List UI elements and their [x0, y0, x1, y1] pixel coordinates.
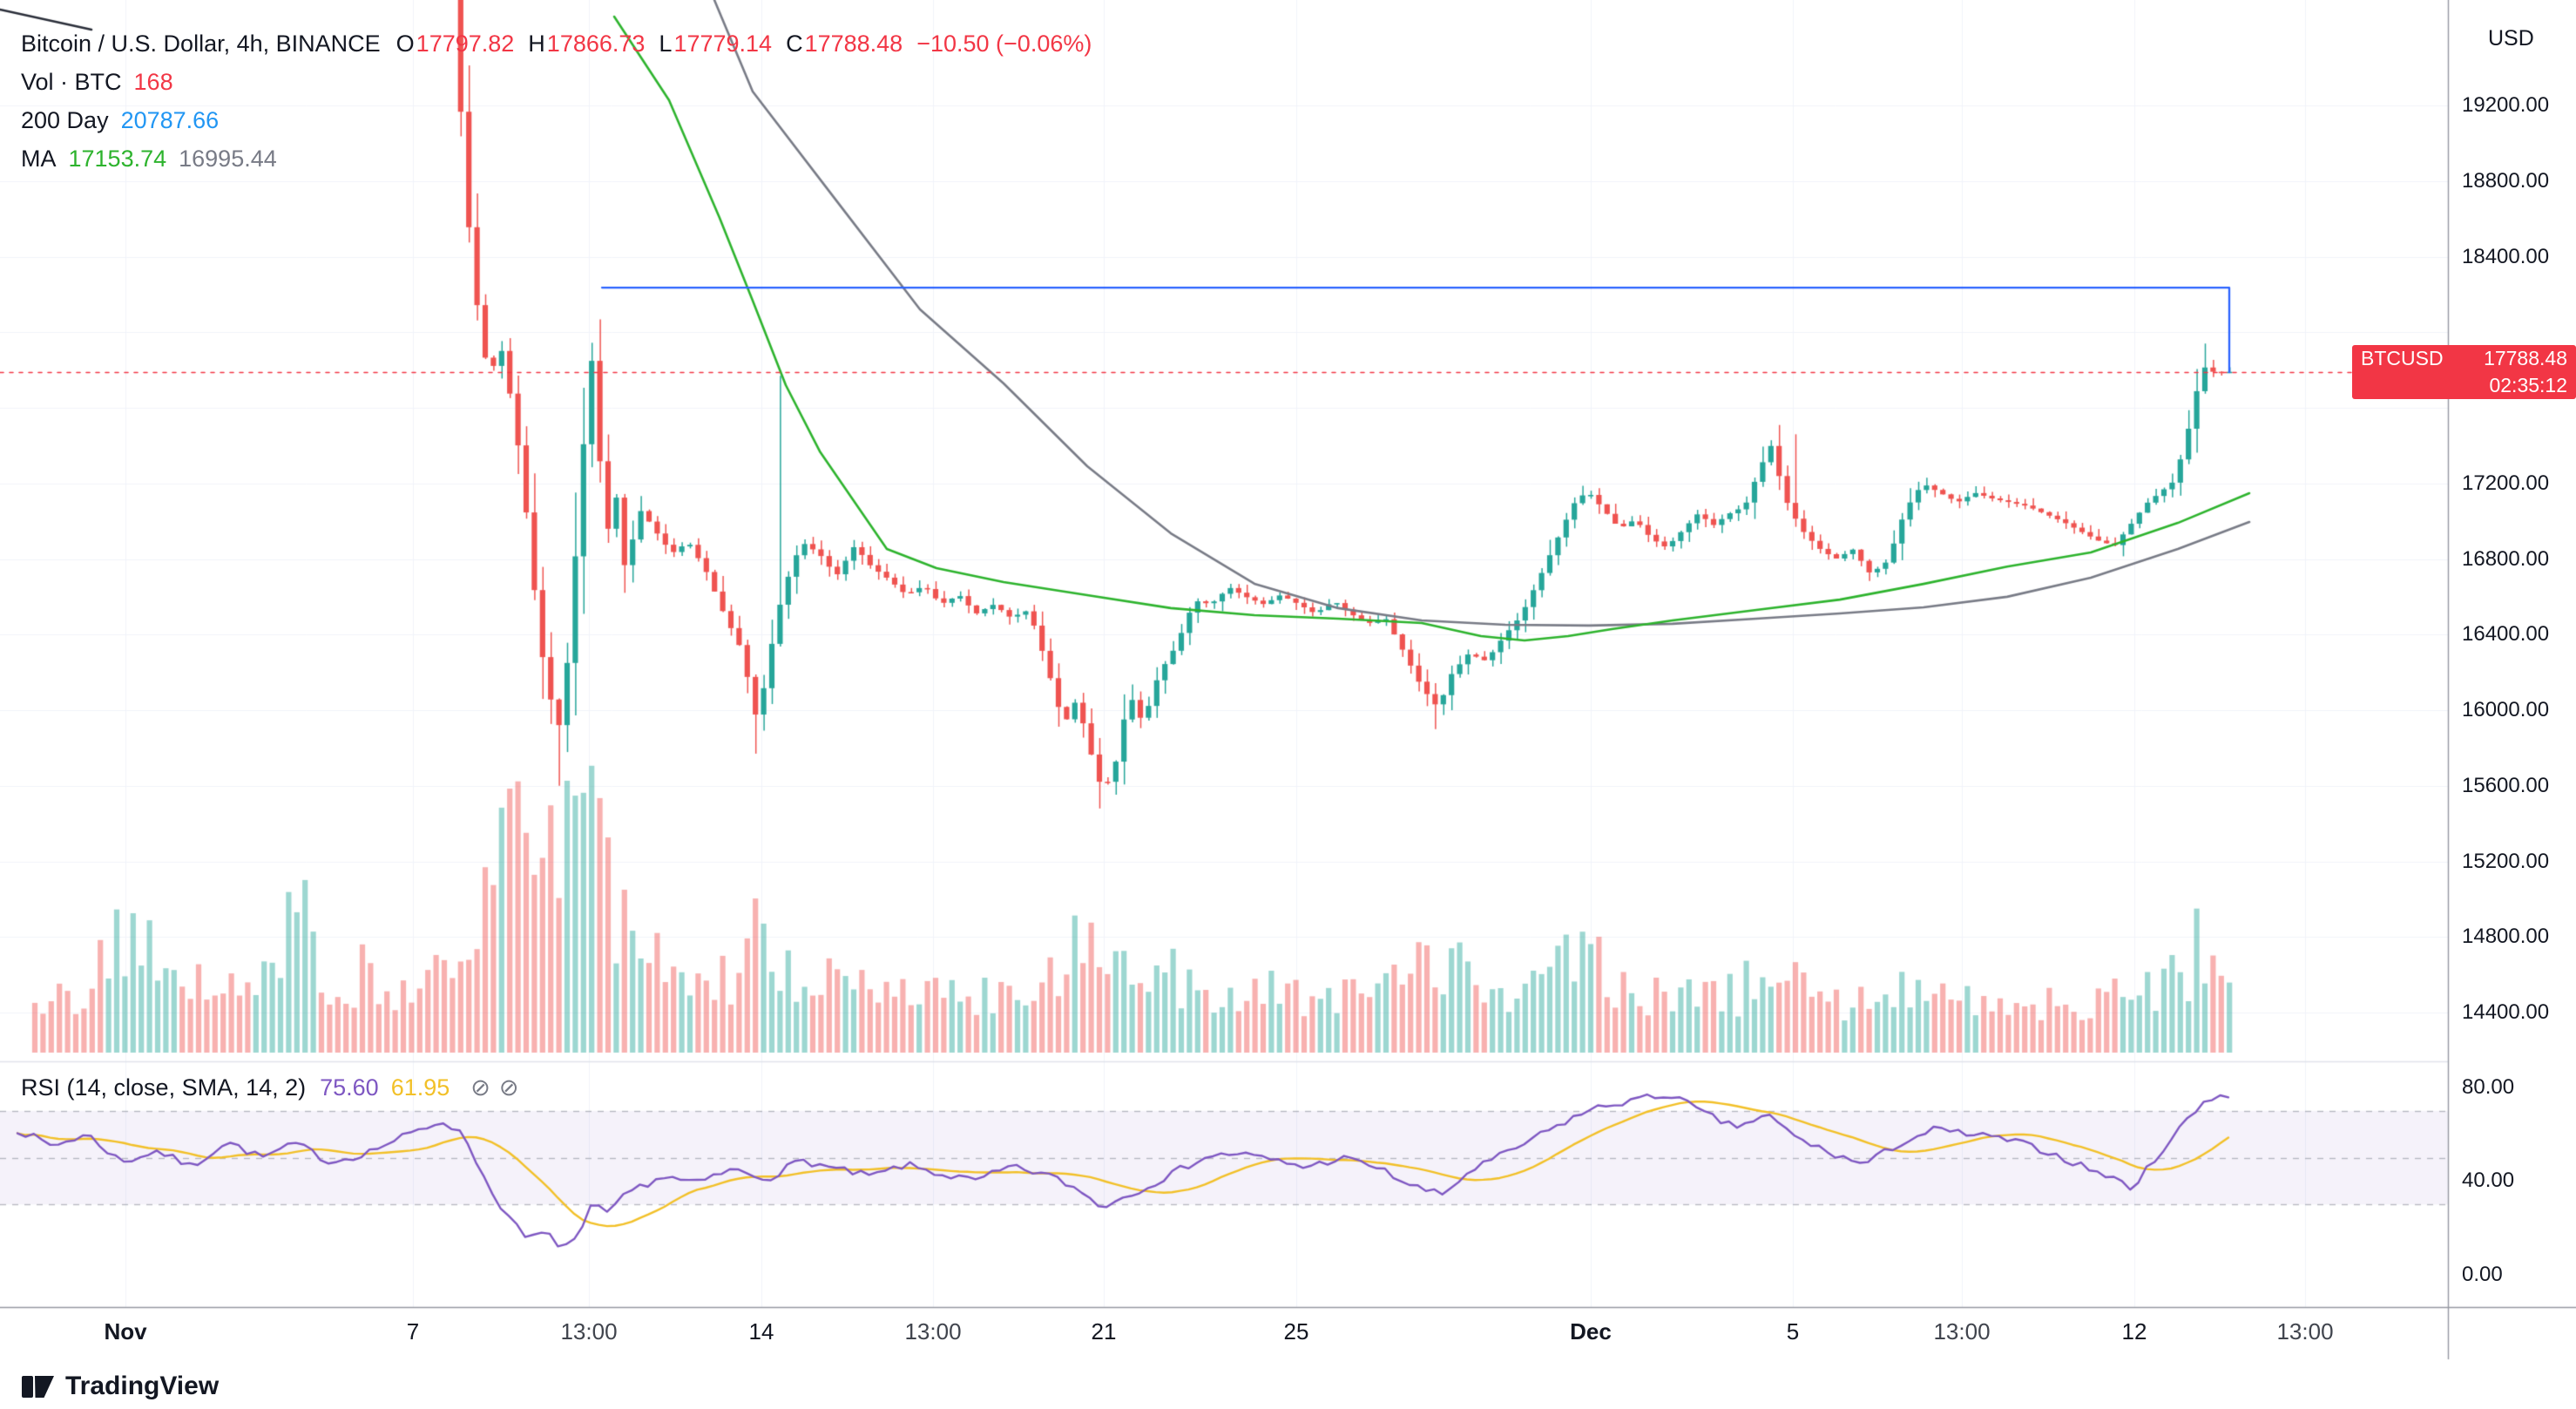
ohlc-close-value: 17788.48 — [804, 30, 903, 57]
time-axis-label: 12 — [2121, 1318, 2147, 1345]
time-axis-label: 13:00 — [904, 1318, 962, 1345]
time-axis-label: Nov — [104, 1318, 147, 1345]
rsi-legend-row[interactable]: RSI (14, close, SMA, 14, 2) 75.60 61.95 … — [21, 1068, 519, 1107]
time-axis-label: 25 — [1283, 1318, 1309, 1345]
change-value: −10.50 (−0.06%) — [916, 30, 1092, 57]
chart-legend: Bitcoin / U.S. Dollar, 4h, BINANCE O1779… — [21, 24, 1092, 178]
ma-label: MA — [21, 145, 57, 172]
bar-countdown: 02:35:12 — [2489, 374, 2567, 396]
time-axis-label: 5 — [1786, 1318, 1800, 1345]
ohlc-high: H17866.73 — [528, 30, 645, 58]
time-axis-label: 13:00 — [2276, 1318, 2334, 1345]
time-axis[interactable]: Nov 7 13:00 14 13:00 21 25 Dec 5 13:00 12 13:00 — [0, 1308, 2448, 1358]
time-axis-label: 13:00 — [560, 1318, 618, 1345]
volume-label: Vol · BTC — [21, 68, 122, 95]
tradingview-logo[interactable]: TradingView — [21, 1372, 219, 1401]
last-price-value: 17788.48 — [2484, 347, 2567, 369]
ohlc-close: C17788.48 — [786, 30, 903, 58]
time-axis-label: 21 — [1091, 1318, 1117, 1345]
no-data-icon[interactable]: ⊘ — [498, 1074, 519, 1101]
tradingview-wordmark: TradingView — [65, 1372, 220, 1400]
time-axis-label: 7 — [406, 1318, 420, 1345]
ohlc-high-label: H — [528, 30, 545, 57]
rsi-value: 75.60 — [320, 1074, 379, 1101]
symbol-title[interactable]: Bitcoin / U.S. Dollar, 4h, BINANCE — [21, 30, 381, 57]
ohlc-open: O17797.82 — [396, 30, 515, 58]
volume-legend-row[interactable]: Vol · BTC 168 — [21, 63, 1092, 101]
rsi-title: RSI (14, close, SMA, 14, 2) — [21, 1074, 307, 1101]
ohlc-low-label: L — [659, 30, 673, 57]
last-price-label: BTCUSD 17788.48 02:35:12 — [2352, 345, 2576, 399]
time-axis-label: 14 — [748, 1318, 774, 1345]
ohlc-low-value: 17779.14 — [673, 30, 773, 57]
no-data-icon[interactable]: ⊘ — [470, 1074, 490, 1101]
ma200-legend-row[interactable]: 200 Day 20787.66 — [21, 101, 1092, 139]
ma200-label: 200 Day — [21, 106, 109, 133]
ohlc-open-label: O — [396, 30, 415, 57]
ohlc-high-value: 17866.73 — [546, 30, 646, 57]
time-axis-label: 13:00 — [1933, 1318, 1991, 1345]
ohlc-low: L17779.14 — [659, 30, 772, 58]
volume-value: 168 — [133, 68, 173, 95]
last-price-symbol: BTCUSD — [2361, 347, 2444, 369]
tradingview-logo-icon — [22, 1375, 54, 1398]
ohlc-open-value: 17797.82 — [416, 30, 515, 57]
ma200-value: 20787.66 — [120, 106, 220, 133]
symbol-legend-row[interactable]: Bitcoin / U.S. Dollar, 4h, BINANCE O1779… — [21, 24, 1092, 63]
time-axis-label: Dec — [1570, 1318, 1612, 1345]
rsi-sma-value: 61.95 — [390, 1074, 450, 1101]
ma-legend-row[interactable]: MA 17153.74 16995.44 — [21, 139, 1092, 178]
ohlc-close-label: C — [786, 30, 803, 57]
ma-fast-value: 17153.74 — [68, 145, 167, 172]
ma-slow-value: 16995.44 — [179, 145, 277, 172]
